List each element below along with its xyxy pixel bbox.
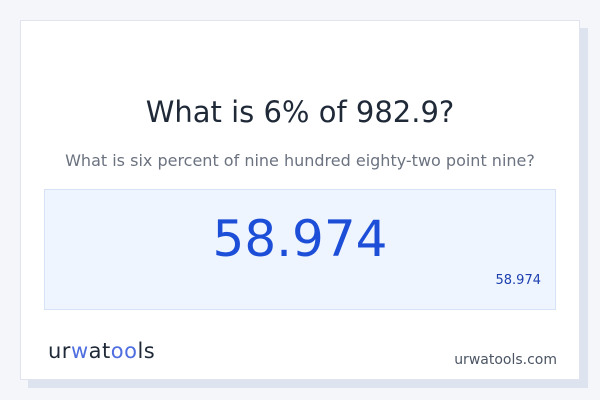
logo-part: ur [48,339,71,363]
result-box: 58.974 58.974 [44,189,556,310]
logo-part: ls [137,339,156,363]
logo-part: w [70,339,89,363]
site-link[interactable]: urwatools.com [454,352,557,368]
logo-part: oo [110,339,138,363]
page-title: What is 6% of 982.9? [145,95,455,129]
urwatools-logo[interactable]: urwatools [48,339,155,363]
result-value: 58.974 [212,210,388,268]
page-subtitle: What is six percent of nine hundred eigh… [65,151,535,170]
calculator-card: What is 6% of 982.9? What is six percent… [20,20,580,380]
logo-part: at [88,339,111,363]
result-value-small: 58.974 [495,273,542,288]
